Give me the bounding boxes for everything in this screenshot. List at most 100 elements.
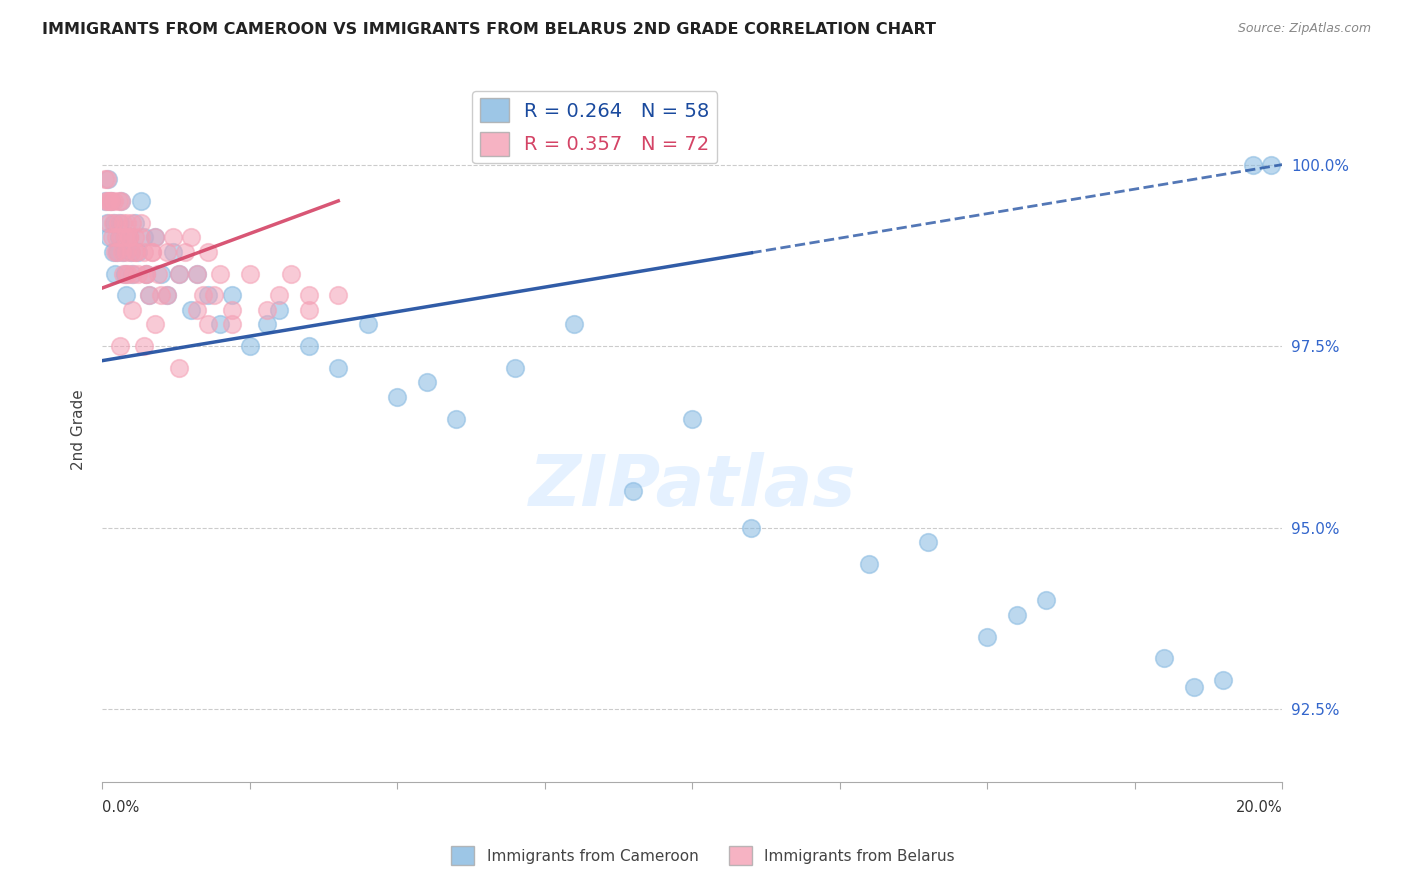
- Point: [103, 216, 125, 230]
- Point: [132, 244, 155, 259]
- Point: [150, 267, 173, 281]
- Point: [118, 230, 141, 244]
- Point: [156, 244, 179, 259]
- Point: [124, 230, 146, 244]
- Point: [122, 267, 145, 281]
- Point: [150, 288, 173, 302]
- Point: [239, 267, 262, 281]
- Point: [446, 411, 468, 425]
- Point: [98, 230, 121, 244]
- Point: [100, 194, 122, 208]
- Point: [1260, 158, 1282, 172]
- Point: [114, 244, 136, 259]
- Point: [156, 288, 179, 302]
- Point: [110, 194, 132, 208]
- Point: [114, 267, 136, 281]
- Point: [143, 230, 166, 244]
- Point: [209, 318, 232, 332]
- Point: [858, 557, 880, 571]
- Point: [505, 360, 527, 375]
- Point: [256, 318, 278, 332]
- Point: [117, 267, 139, 281]
- Point: [100, 194, 122, 208]
- Point: [98, 216, 121, 230]
- Point: [124, 216, 146, 230]
- Point: [298, 339, 321, 353]
- Point: [269, 302, 291, 317]
- Point: [1212, 673, 1234, 688]
- Point: [97, 194, 120, 208]
- Point: [328, 360, 350, 375]
- Legend: Immigrants from Cameroon, Immigrants from Belarus: Immigrants from Cameroon, Immigrants fro…: [446, 840, 960, 871]
- Point: [256, 302, 278, 317]
- Point: [118, 230, 141, 244]
- Point: [114, 267, 136, 281]
- Point: [328, 288, 350, 302]
- Point: [1182, 681, 1205, 695]
- Point: [221, 302, 243, 317]
- Point: [298, 288, 321, 302]
- Legend: R = 0.264   N = 58, R = 0.357   N = 72: R = 0.264 N = 58, R = 0.357 N = 72: [472, 91, 717, 163]
- Point: [108, 230, 131, 244]
- Point: [202, 288, 225, 302]
- Point: [121, 302, 143, 317]
- Point: [124, 244, 146, 259]
- Point: [186, 267, 208, 281]
- Point: [740, 521, 762, 535]
- Point: [93, 172, 115, 186]
- Point: [105, 244, 128, 259]
- Point: [107, 216, 129, 230]
- Point: [167, 360, 190, 375]
- Point: [1153, 651, 1175, 665]
- Point: [416, 376, 439, 390]
- Point: [269, 288, 291, 302]
- Point: [143, 318, 166, 332]
- Text: IMMIGRANTS FROM CAMEROON VS IMMIGRANTS FROM BELARUS 2ND GRADE CORRELATION CHART: IMMIGRANTS FROM CAMEROON VS IMMIGRANTS F…: [42, 22, 936, 37]
- Point: [357, 318, 380, 332]
- Point: [108, 216, 131, 230]
- Point: [191, 288, 214, 302]
- Point: [681, 411, 703, 425]
- Point: [148, 267, 170, 281]
- Point: [127, 244, 149, 259]
- Point: [562, 318, 585, 332]
- Point: [239, 339, 262, 353]
- Point: [110, 194, 132, 208]
- Point: [280, 267, 302, 281]
- Point: [298, 302, 321, 317]
- Point: [135, 267, 157, 281]
- Point: [173, 244, 195, 259]
- Point: [209, 267, 232, 281]
- Point: [917, 535, 939, 549]
- Point: [111, 267, 134, 281]
- Point: [621, 484, 644, 499]
- Point: [132, 230, 155, 244]
- Point: [112, 216, 135, 230]
- Point: [111, 244, 134, 259]
- Point: [129, 230, 152, 244]
- Point: [107, 230, 129, 244]
- Point: [135, 267, 157, 281]
- Point: [167, 267, 190, 281]
- Point: [125, 244, 148, 259]
- Point: [197, 288, 219, 302]
- Point: [120, 244, 142, 259]
- Text: 20.0%: 20.0%: [1236, 800, 1282, 815]
- Point: [138, 288, 160, 302]
- Point: [94, 194, 117, 208]
- Point: [387, 390, 409, 404]
- Point: [101, 244, 124, 259]
- Point: [141, 244, 163, 259]
- Point: [180, 302, 202, 317]
- Point: [111, 244, 134, 259]
- Point: [96, 172, 118, 186]
- Point: [121, 216, 143, 230]
- Point: [121, 267, 143, 281]
- Point: [115, 216, 138, 230]
- Point: [156, 288, 179, 302]
- Point: [104, 244, 127, 259]
- Point: [127, 267, 149, 281]
- Point: [1005, 607, 1028, 622]
- Point: [132, 339, 155, 353]
- Point: [118, 230, 141, 244]
